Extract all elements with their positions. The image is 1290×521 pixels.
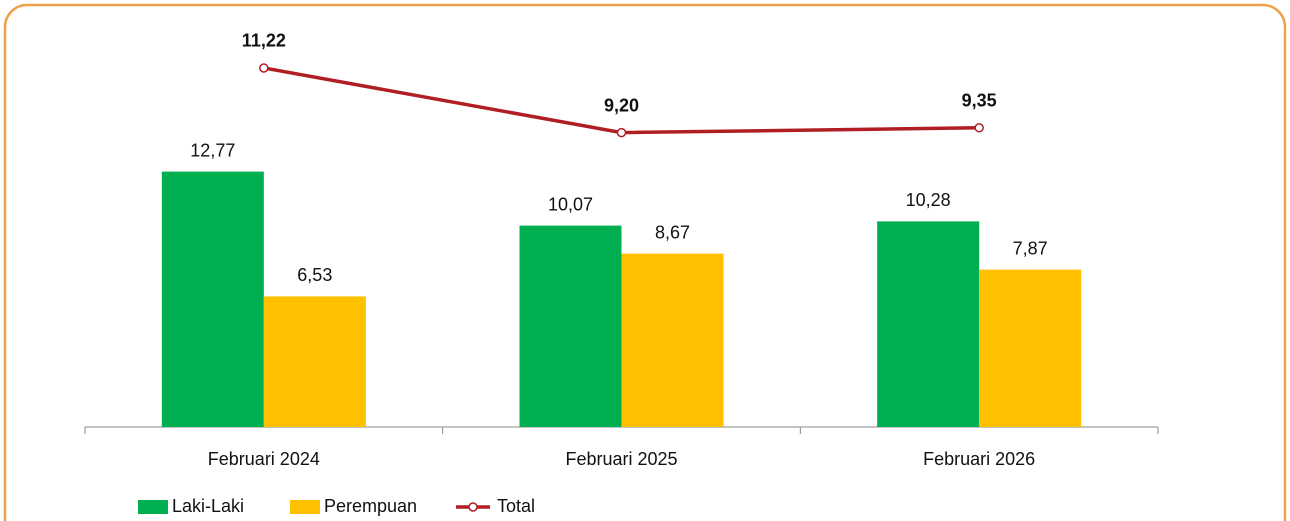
frame: [3, 3, 1287, 521]
line-marker: [259, 63, 269, 73]
bar: [161, 171, 264, 427]
data-label: 9,35: [962, 91, 997, 111]
x-tick-label: Februari 2024: [208, 449, 320, 469]
bar: [519, 225, 622, 427]
data-label: 10,28: [906, 190, 951, 210]
x-tick-label: Februari 2025: [565, 449, 677, 469]
data-label: 8,67: [655, 222, 690, 242]
x-tick-label: Februari 2026: [923, 449, 1035, 469]
bar: [263, 296, 366, 427]
legend-label: Perempuan: [324, 496, 417, 516]
legend-swatch: [290, 500, 320, 514]
legend-marker: [468, 502, 478, 512]
legend-label: Total: [497, 496, 535, 516]
data-label: 7,87: [1013, 238, 1048, 258]
bar: [621, 253, 724, 427]
data-label: 11,22: [242, 31, 286, 51]
bar: [877, 221, 980, 427]
line-marker: [616, 127, 627, 138]
data-label: 6,53: [297, 265, 332, 285]
data-label: 12,77: [190, 140, 235, 160]
data-label: 10,07: [548, 194, 593, 214]
legend-label: Laki-Laki: [172, 496, 244, 516]
legend-swatch: [138, 500, 168, 514]
bar: [979, 269, 1082, 427]
line-marker: [974, 123, 984, 133]
data-label: 9,20: [604, 95, 639, 115]
